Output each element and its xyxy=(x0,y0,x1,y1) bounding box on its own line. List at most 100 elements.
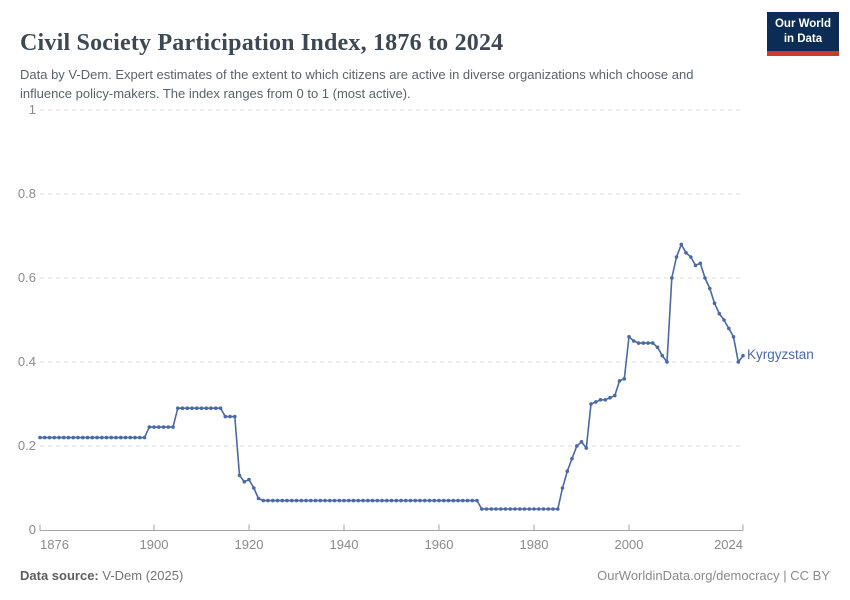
data-point[interactable] xyxy=(712,301,717,306)
data-point[interactable] xyxy=(285,498,289,503)
data-point[interactable] xyxy=(228,414,232,419)
data-point[interactable] xyxy=(294,498,299,503)
data-point[interactable] xyxy=(679,242,684,247)
data-point[interactable] xyxy=(370,498,375,503)
data-point[interactable] xyxy=(209,406,213,411)
data-point[interactable] xyxy=(57,435,61,440)
data-point[interactable] xyxy=(342,498,346,503)
data-point[interactable] xyxy=(85,435,90,440)
data-point[interactable] xyxy=(204,406,209,411)
data-point[interactable] xyxy=(328,498,332,503)
data-point[interactable] xyxy=(584,446,589,450)
data-point[interactable] xyxy=(128,435,133,440)
data-point[interactable] xyxy=(62,435,66,440)
data-point[interactable] xyxy=(480,507,484,511)
data-point[interactable] xyxy=(423,498,427,503)
data-point[interactable] xyxy=(337,498,342,503)
data-point[interactable] xyxy=(522,507,527,511)
data-point[interactable] xyxy=(727,326,731,331)
data-point[interactable] xyxy=(275,498,280,503)
data-point[interactable] xyxy=(608,395,612,400)
data-point[interactable] xyxy=(157,425,161,429)
data-point[interactable] xyxy=(38,435,42,440)
data-point[interactable] xyxy=(475,498,479,503)
data-point[interactable] xyxy=(432,498,437,503)
data-point[interactable] xyxy=(309,498,313,503)
data-point[interactable] xyxy=(513,507,517,511)
data-point[interactable] xyxy=(361,498,365,503)
data-point[interactable] xyxy=(508,507,513,511)
data-point[interactable] xyxy=(674,255,679,259)
data-point[interactable] xyxy=(503,507,508,511)
data-point[interactable] xyxy=(256,496,261,501)
data-point[interactable] xyxy=(90,435,95,440)
data-point[interactable] xyxy=(427,498,432,503)
data-point[interactable] xyxy=(109,435,114,440)
data-point[interactable] xyxy=(147,425,152,429)
data-point[interactable] xyxy=(494,507,498,511)
data-point[interactable] xyxy=(52,435,57,440)
data-point[interactable] xyxy=(651,341,655,345)
data-point[interactable] xyxy=(527,507,532,511)
data-point[interactable] xyxy=(465,498,470,503)
data-point[interactable] xyxy=(180,406,185,411)
data-point[interactable] xyxy=(579,440,584,444)
data-point[interactable] xyxy=(242,479,247,484)
data-point[interactable] xyxy=(632,339,636,343)
data-point[interactable] xyxy=(214,406,218,411)
data-point[interactable] xyxy=(185,406,190,411)
data-point[interactable] xyxy=(684,251,688,255)
data-point[interactable] xyxy=(641,341,646,345)
data-point[interactable] xyxy=(594,400,598,404)
data-point[interactable] xyxy=(404,498,408,503)
data-point[interactable] xyxy=(266,498,270,503)
data-point[interactable] xyxy=(408,498,413,503)
data-point[interactable] xyxy=(133,435,137,440)
data-point[interactable] xyxy=(617,379,622,383)
owid-logo[interactable]: Our World in Data xyxy=(766,12,839,57)
data-point[interactable] xyxy=(470,498,475,503)
data-point[interactable] xyxy=(166,425,171,429)
data-point[interactable] xyxy=(385,498,389,503)
data-point[interactable] xyxy=(47,435,52,440)
data-point[interactable] xyxy=(717,311,722,316)
data-point[interactable] xyxy=(161,425,166,429)
data-point[interactable] xyxy=(290,498,294,503)
data-point[interactable] xyxy=(176,406,180,411)
data-point[interactable] xyxy=(347,498,351,503)
data-point[interactable] xyxy=(81,435,85,440)
data-point[interactable] xyxy=(218,406,223,411)
data-point[interactable] xyxy=(313,498,318,503)
data-point[interactable] xyxy=(446,498,451,503)
series-line-kyrgyzstan[interactable] xyxy=(40,243,744,510)
data-point[interactable] xyxy=(499,507,503,511)
data-point[interactable] xyxy=(556,507,560,511)
data-point[interactable] xyxy=(565,469,570,474)
data-point[interactable] xyxy=(665,360,669,364)
data-point[interactable] xyxy=(456,498,460,503)
data-point[interactable] xyxy=(693,263,698,268)
data-point[interactable] xyxy=(252,486,256,490)
data-point[interactable] xyxy=(399,498,403,503)
data-point[interactable] xyxy=(413,498,418,503)
data-point[interactable] xyxy=(375,498,380,503)
data-point[interactable] xyxy=(613,393,617,398)
data-point[interactable] xyxy=(356,498,361,503)
data-point[interactable] xyxy=(332,498,337,503)
data-point[interactable] xyxy=(484,507,489,511)
data-point[interactable] xyxy=(152,425,156,429)
data-point[interactable] xyxy=(518,507,522,511)
data-point[interactable] xyxy=(366,498,370,503)
data-point[interactable] xyxy=(389,498,394,503)
data-point[interactable] xyxy=(627,335,631,339)
data-point[interactable] xyxy=(532,507,536,511)
data-point[interactable] xyxy=(736,360,741,364)
data-point[interactable] xyxy=(698,261,703,266)
data-point[interactable] xyxy=(123,435,128,440)
data-point[interactable] xyxy=(380,498,384,503)
data-point[interactable] xyxy=(394,498,399,503)
data-point[interactable] xyxy=(261,498,266,503)
data-point[interactable] xyxy=(708,286,712,291)
data-point[interactable] xyxy=(280,498,285,503)
